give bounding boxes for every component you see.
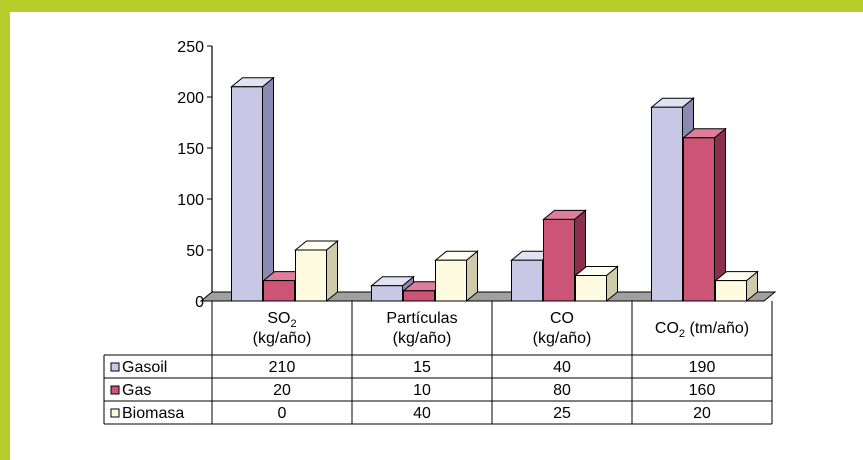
- table-cell: 40: [413, 405, 431, 422]
- table-cell: 210: [269, 359, 296, 376]
- category-label: Partículas: [386, 310, 457, 327]
- category-label-unit: (kg/año): [393, 330, 452, 347]
- legend-label: Gas: [122, 382, 151, 399]
- bar: [294, 239, 339, 303]
- y-axis: 0 50 100 150 200 250: [177, 39, 213, 311]
- bar: [542, 209, 587, 303]
- category-label: CO2 (tm/año): [655, 320, 749, 340]
- data-table: SO2(kg/año)Partículas(kg/año)CO(kg/año)C…: [103, 301, 773, 425]
- y-tick-label: 0: [195, 294, 204, 311]
- legend-label: Biomasa: [122, 405, 184, 422]
- legend-key: [110, 408, 120, 418]
- table-cell: 15: [413, 359, 431, 376]
- bars: [230, 76, 759, 303]
- category-label: SO2: [267, 310, 296, 330]
- legend-key: [110, 362, 120, 372]
- category-label-unit: (kg/año): [253, 330, 312, 347]
- category-label: CO: [550, 310, 574, 327]
- y-tick-label: 150: [177, 141, 204, 158]
- table-cell: 20: [693, 405, 711, 422]
- table-cell: 25: [553, 405, 571, 422]
- table-cell: 0: [278, 405, 287, 422]
- y-tick-label: 200: [177, 90, 204, 107]
- y-tick-label: 50: [186, 243, 204, 260]
- legend-label: Gasoil: [122, 359, 167, 376]
- table-cell: 190: [689, 359, 716, 376]
- table-cell: 40: [553, 359, 571, 376]
- legend-key: [110, 385, 120, 395]
- bar: [714, 270, 759, 303]
- bar: [230, 76, 275, 303]
- y-tick-label: 250: [177, 39, 204, 56]
- bar: [574, 265, 619, 303]
- table-cell: 10: [413, 382, 431, 399]
- table-cell: 160: [689, 382, 716, 399]
- bar: [434, 250, 479, 303]
- category-label-unit: (kg/año): [533, 330, 592, 347]
- table-cell: 20: [273, 382, 291, 399]
- y-tick-label: 100: [177, 192, 204, 209]
- bar: [682, 127, 727, 303]
- table-cell: 80: [553, 382, 571, 399]
